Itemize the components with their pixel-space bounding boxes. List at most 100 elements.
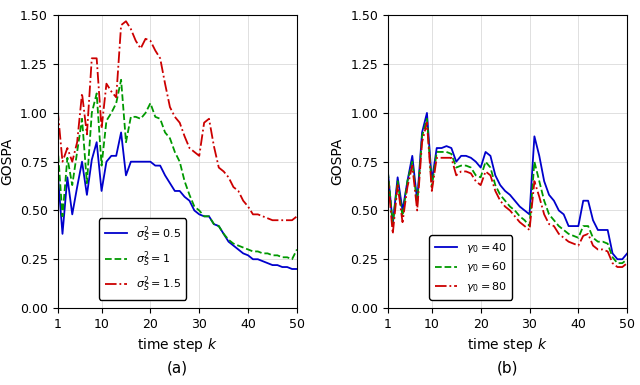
$\gamma_0 = 40$ xyxy=(472,159,479,164)
$\gamma_0 = 60$ xyxy=(438,150,445,154)
$\gamma_0 = 60$ xyxy=(589,236,597,240)
$\gamma_0 = 80$ xyxy=(584,231,592,236)
$\sigma_S^2 = 1$ xyxy=(220,231,227,236)
$\gamma_0 = 40$ xyxy=(609,251,616,256)
$\gamma_0 = 80$ xyxy=(443,156,451,160)
$\gamma_0 = 80$ xyxy=(560,236,568,240)
$\sigma_S^2 = 0.5$ xyxy=(78,159,86,164)
$\gamma_0 = 40$ xyxy=(589,218,597,223)
$\gamma_0 = 80$ xyxy=(536,194,543,199)
$\sigma_S^2 = 1$ xyxy=(59,214,67,219)
$\gamma_0 = 80$ xyxy=(594,247,602,252)
$\gamma_0 = 40$ xyxy=(531,134,538,139)
$\sigma_S^2 = 1$ xyxy=(210,222,218,226)
$\gamma_0 = 60$ xyxy=(579,224,587,228)
$\gamma_0 = 40$ xyxy=(511,198,518,203)
$\sigma_S^2 = 1.5$ xyxy=(259,214,267,219)
$\sigma_S^2 = 0.5$ xyxy=(147,159,154,164)
$\gamma_0 = 80$ xyxy=(482,169,490,174)
$\sigma_S^2 = 1$ xyxy=(98,163,106,168)
$\sigma_S^2 = 0.5$ xyxy=(284,265,291,270)
$\sigma_S^2 = 1$ xyxy=(264,251,271,256)
$\gamma_0 = 80$ xyxy=(467,171,475,176)
$\gamma_0 = 60$ xyxy=(614,261,621,265)
$\sigma_S^2 = 0.5$ xyxy=(195,212,203,217)
$\sigma_S^2 = 1$ xyxy=(234,243,242,248)
$\gamma_0 = 80$ xyxy=(423,121,431,125)
$\sigma_S^2 = 1$ xyxy=(244,247,252,252)
$\gamma_0 = 60$ xyxy=(497,192,504,197)
Line: $\gamma_0 = 40$: $\gamma_0 = 40$ xyxy=(388,113,627,259)
$\gamma_0 = 60$ xyxy=(389,222,397,226)
$\gamma_0 = 80$ xyxy=(570,241,577,246)
$\gamma_0 = 40$ xyxy=(540,179,548,184)
$\sigma_S^2 = 1.5$ xyxy=(284,218,291,223)
$\gamma_0 = 80$ xyxy=(413,208,421,213)
$\gamma_0 = 40$ xyxy=(413,198,421,203)
$\sigma_S^2 = 1.5$ xyxy=(191,150,198,154)
$\sigma_S^2 = 1.5$ xyxy=(166,105,174,109)
$\gamma_0 = 40$ xyxy=(599,228,607,232)
$\gamma_0 = 40$ xyxy=(492,173,499,177)
$\sigma_S^2 = 1.5$ xyxy=(215,165,223,170)
$\sigma_S^2 = 1.5$ xyxy=(132,38,140,43)
$\gamma_0 = 60$ xyxy=(394,179,401,184)
$\gamma_0 = 80$ xyxy=(564,239,572,244)
$\sigma_S^2 = 0.5$ xyxy=(122,173,130,177)
$\gamma_0 = 60$ xyxy=(623,257,631,261)
$\sigma_S^2 = 0.5$ xyxy=(210,222,218,226)
$\sigma_S^2 = 0.5$ xyxy=(59,231,67,236)
$\sigma_S^2 = 1.5$ xyxy=(152,48,159,53)
$\sigma_S^2 = 1.5$ xyxy=(63,146,71,151)
$\gamma_0 = 40$ xyxy=(550,198,558,203)
$\gamma_0 = 60$ xyxy=(443,150,451,154)
$\sigma_S^2 = 1$ xyxy=(78,117,86,121)
$\gamma_0 = 80$ xyxy=(540,212,548,217)
$\sigma_S^2 = 0.5$ xyxy=(234,247,242,252)
$\sigma_S^2 = 1$ xyxy=(152,114,159,119)
$\sigma_S^2 = 1$ xyxy=(161,130,169,135)
$\gamma_0 = 80$ xyxy=(433,156,440,160)
$\gamma_0 = 60$ xyxy=(477,175,484,180)
$\gamma_0 = 60$ xyxy=(516,214,524,219)
$\sigma_S^2 = 1.5$ xyxy=(113,95,120,100)
$\sigma_S^2 = 1.5$ xyxy=(102,81,110,86)
$\gamma_0 = 40$ xyxy=(536,154,543,158)
$\sigma_S^2 = 0.5$ xyxy=(117,130,125,135)
$\sigma_S^2 = 0.5$ xyxy=(205,214,213,219)
$\gamma_0 = 80$ xyxy=(438,156,445,160)
$\sigma_S^2 = 1$ xyxy=(74,150,81,154)
$\gamma_0 = 40$ xyxy=(433,146,440,151)
$\gamma_0 = 80$ xyxy=(477,183,484,187)
Text: (b): (b) xyxy=(497,361,518,376)
$\gamma_0 = 80$ xyxy=(389,231,397,236)
$\sigma_S^2 = 0.5$ xyxy=(68,212,76,217)
$\gamma_0 = 60$ xyxy=(482,159,490,164)
$\sigma_S^2 = 1.5$ xyxy=(171,114,179,119)
$\sigma_S^2 = 1$ xyxy=(273,253,281,258)
$\sigma_S^2 = 0.5$ xyxy=(54,169,61,174)
$\sigma_S^2 = 1.5$ xyxy=(254,212,262,217)
$\gamma_0 = 60$ xyxy=(467,165,475,170)
$\gamma_0 = 80$ xyxy=(589,243,597,248)
$\gamma_0 = 60$ xyxy=(564,231,572,236)
$\gamma_0 = 60$ xyxy=(550,218,558,223)
$\gamma_0 = 40$ xyxy=(467,156,475,160)
$\sigma_S^2 = 0.5$ xyxy=(171,189,179,193)
$\gamma_0 = 40$ xyxy=(564,224,572,228)
$\gamma_0 = 80$ xyxy=(408,163,416,168)
$\sigma_S^2 = 1$ xyxy=(141,110,149,115)
$\sigma_S^2 = 1$ xyxy=(54,144,61,148)
$\sigma_S^2 = 0.5$ xyxy=(137,159,145,164)
$\gamma_0 = 80$ xyxy=(531,179,538,184)
$\sigma_S^2 = 0.5$ xyxy=(278,265,286,270)
$\sigma_S^2 = 1.5$ xyxy=(88,56,95,60)
$\sigma_S^2 = 1$ xyxy=(63,156,71,160)
$\gamma_0 = 80$ xyxy=(472,179,479,184)
$\sigma_S^2 = 1$ xyxy=(147,101,154,105)
$\sigma_S^2 = 1.5$ xyxy=(249,212,257,217)
$\gamma_0 = 60$ xyxy=(486,165,494,170)
$\gamma_0 = 40$ xyxy=(458,154,465,158)
$\sigma_S^2 = 1$ xyxy=(180,179,188,184)
$\gamma_0 = 60$ xyxy=(521,218,529,223)
